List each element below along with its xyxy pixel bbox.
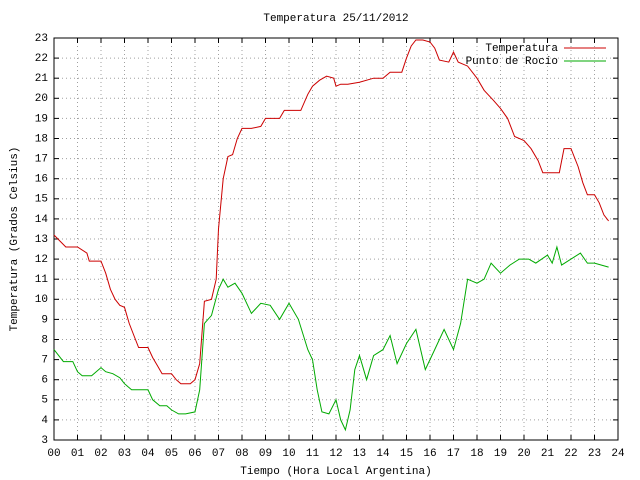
legend-label: Punto de Rocío	[466, 56, 558, 68]
x-tick-label: 20	[517, 448, 530, 460]
y-tick-label: 8	[41, 334, 48, 346]
x-tick-label: 11	[306, 448, 320, 460]
x-tick-label: 06	[188, 448, 201, 460]
y-tick-label: 20	[35, 93, 48, 105]
y-tick-label: 6	[41, 375, 48, 387]
y-tick-label: 21	[35, 73, 49, 85]
x-tick-label: 19	[494, 448, 507, 460]
y-tick-label: 11	[35, 274, 49, 286]
x-tick-label: 02	[94, 448, 107, 460]
y-tick-label: 16	[35, 174, 48, 186]
y-tick-label: 10	[35, 294, 48, 306]
x-tick-label: 17	[447, 448, 460, 460]
y-tick-label: 19	[35, 113, 48, 125]
x-tick-label: 08	[235, 448, 248, 460]
y-tick-label: 5	[41, 395, 48, 407]
x-axis-label: Tiempo (Hora Local Argentina)	[240, 466, 431, 478]
y-tick-label: 14	[35, 214, 49, 226]
y-tick-label: 13	[35, 234, 48, 246]
y-tick-label: 23	[35, 33, 48, 45]
legend-label: Temperatura	[485, 43, 558, 55]
x-tick-label: 00	[47, 448, 60, 460]
x-tick-label: 16	[423, 448, 436, 460]
x-tick-label: 13	[353, 448, 366, 460]
y-tick-label: 17	[35, 154, 48, 166]
x-tick-label: 07	[212, 448, 225, 460]
x-tick-label: 23	[588, 448, 601, 460]
y-tick-label: 18	[35, 133, 48, 145]
plot-frame	[53, 37, 619, 441]
y-tick-label: 12	[35, 254, 48, 266]
x-tick-label: 24	[611, 448, 625, 460]
x-tick-label: 18	[470, 448, 483, 460]
x-tick-label: 04	[141, 448, 155, 460]
y-tick-label: 22	[35, 53, 48, 65]
y-tick-label: 4	[41, 415, 48, 427]
y-tick-label: 7	[41, 355, 48, 367]
chart-title: Temperatura 25/11/2012	[263, 13, 408, 25]
series-line	[53, 39, 609, 385]
x-tick-label: 14	[376, 448, 390, 460]
x-tick-label: 01	[71, 448, 85, 460]
x-tick-label: 10	[282, 448, 295, 460]
x-tick-label: 12	[329, 448, 342, 460]
y-tick-label: 3	[41, 435, 48, 447]
x-tick-label: 21	[541, 448, 555, 460]
x-tick-label: 22	[564, 448, 577, 460]
y-tick-label: 15	[35, 194, 48, 206]
x-tick-label: 09	[259, 448, 272, 460]
x-tick-label: 15	[400, 448, 413, 460]
y-tick-label: 9	[41, 314, 48, 326]
y-axis-label: Temperatura (Grados Celsius)	[9, 147, 21, 332]
x-tick-label: 03	[118, 448, 131, 460]
series-line	[53, 245, 609, 432]
x-tick-label: 05	[165, 448, 178, 460]
